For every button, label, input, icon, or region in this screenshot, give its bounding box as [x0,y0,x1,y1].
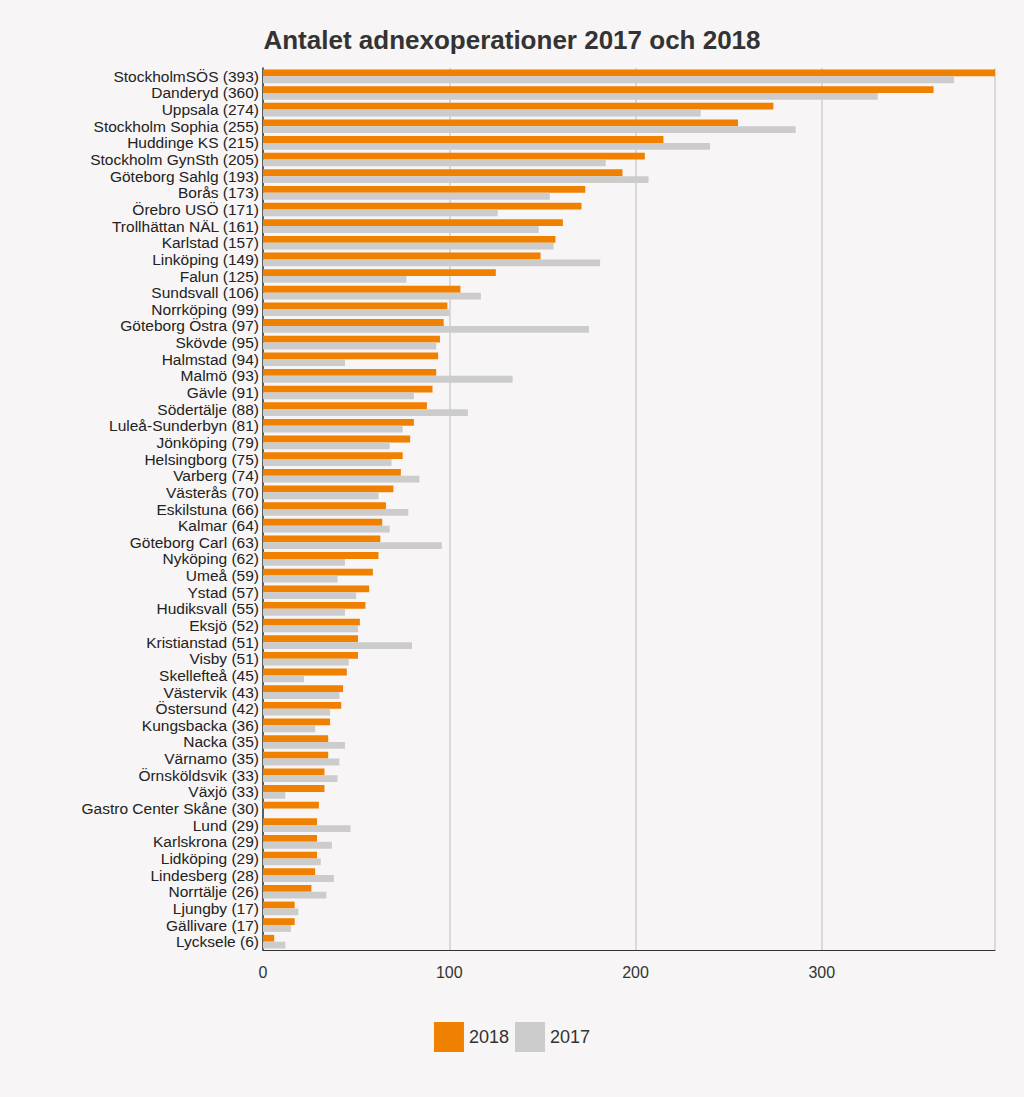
svg-text:Gävle (91): Gävle (91) [187,384,259,401]
svg-text:Västervik (43): Västervik (43) [163,684,259,701]
svg-text:Lidköping (29): Lidköping (29) [161,850,259,867]
svg-text:Örebro USÖ (171): Örebro USÖ (171) [132,201,259,218]
svg-text:100: 100 [436,964,463,981]
svg-text:Gällivare (17): Gällivare (17) [166,917,259,934]
svg-text:Göteborg Östra (97): Göteborg Östra (97) [120,317,259,334]
svg-text:Halmstad (94): Halmstad (94) [162,351,259,368]
svg-text:Lycksele (6): Lycksele (6) [176,933,259,950]
svg-text:Karlskrona (29): Karlskrona (29) [153,833,259,850]
svg-text:Umeå (59): Umeå (59) [186,567,259,584]
svg-text:Stockholm GynSth (205): Stockholm GynSth (205) [90,151,259,168]
svg-text:Karlstad (157): Karlstad (157) [162,234,259,251]
svg-text:Ystad (57): Ystad (57) [187,584,259,601]
svg-text:0: 0 [259,964,268,981]
svg-text:Kristianstad (51): Kristianstad (51) [146,634,259,651]
svg-text:Trollhättan NÄL (161): Trollhättan NÄL (161) [112,218,259,235]
svg-text:Lindesberg (28): Lindesberg (28) [150,867,259,884]
svg-text:Huddinge KS (215): Huddinge KS (215) [127,134,259,151]
svg-text:Ljungby (17): Ljungby (17) [173,900,259,917]
svg-text:2017: 2017 [550,1027,590,1047]
svg-text:200: 200 [622,964,649,981]
svg-text:Malmö (93): Malmö (93) [181,367,259,384]
svg-text:Södertälje (88): Södertälje (88) [157,401,259,418]
svg-text:Sundsvall (106): Sundsvall (106) [151,284,259,301]
svg-text:Varberg (74): Varberg (74) [173,467,259,484]
svg-text:300: 300 [808,964,835,981]
svg-text:Norrtälje (26): Norrtälje (26) [169,883,259,900]
svg-text:Jönköping (79): Jönköping (79) [156,434,259,451]
svg-text:Uppsala (274): Uppsala (274) [162,101,259,118]
svg-text:Östersund (42): Östersund (42) [156,700,259,717]
svg-text:Visby (51): Visby (51) [190,650,260,667]
svg-text:Helsingborg (75): Helsingborg (75) [144,451,259,468]
svg-text:Antalet adnexoperationer 2017: Antalet adnexoperationer 2017 och 2018 [263,25,760,55]
svg-text:Kalmar (64): Kalmar (64) [178,517,259,534]
svg-text:Skövde (95): Skövde (95) [175,334,259,351]
svg-text:Falun (125): Falun (125) [180,268,259,285]
svg-text:Göteborg Sahlg (193): Göteborg Sahlg (193) [110,168,259,185]
svg-text:Gastro Center Skåne (30): Gastro Center Skåne (30) [82,800,259,817]
svg-text:Lund (29): Lund (29) [193,817,259,834]
svg-text:Stockholm Sophia (255): Stockholm Sophia (255) [94,118,259,135]
svg-text:Skellefteå (45): Skellefteå (45) [159,667,259,684]
svg-text:Hudiksvall (55): Hudiksvall (55) [156,600,259,617]
svg-text:Växjö (33): Växjö (33) [188,783,259,800]
svg-text:Örnsköldsvik (33): Örnsköldsvik (33) [138,767,259,784]
svg-text:Göteborg Carl (63): Göteborg Carl (63) [130,534,259,551]
svg-text:Luleå-Sunderbyn (81): Luleå-Sunderbyn (81) [109,417,259,434]
svg-text:Borås (173): Borås (173) [178,184,259,201]
svg-text:Linköping (149): Linköping (149) [152,251,259,268]
svg-text:Västerås (70): Västerås (70) [166,484,259,501]
svg-text:2018: 2018 [469,1027,509,1047]
svg-text:StockholmSÖS (393): StockholmSÖS (393) [113,68,259,85]
svg-text:Eksjö (52): Eksjö (52) [189,617,259,634]
svg-text:Eskilstuna (66): Eskilstuna (66) [156,501,259,518]
svg-text:Norrköping (99): Norrköping (99) [151,301,259,318]
svg-text:Danderyd (360): Danderyd (360) [151,84,259,101]
svg-text:Kungsbacka (36): Kungsbacka (36) [142,717,259,734]
svg-text:Nyköping (62): Nyköping (62) [163,550,260,567]
svg-text:Värnamo (35): Värnamo (35) [164,750,259,767]
svg-text:Nacka (35): Nacka (35) [183,733,259,750]
